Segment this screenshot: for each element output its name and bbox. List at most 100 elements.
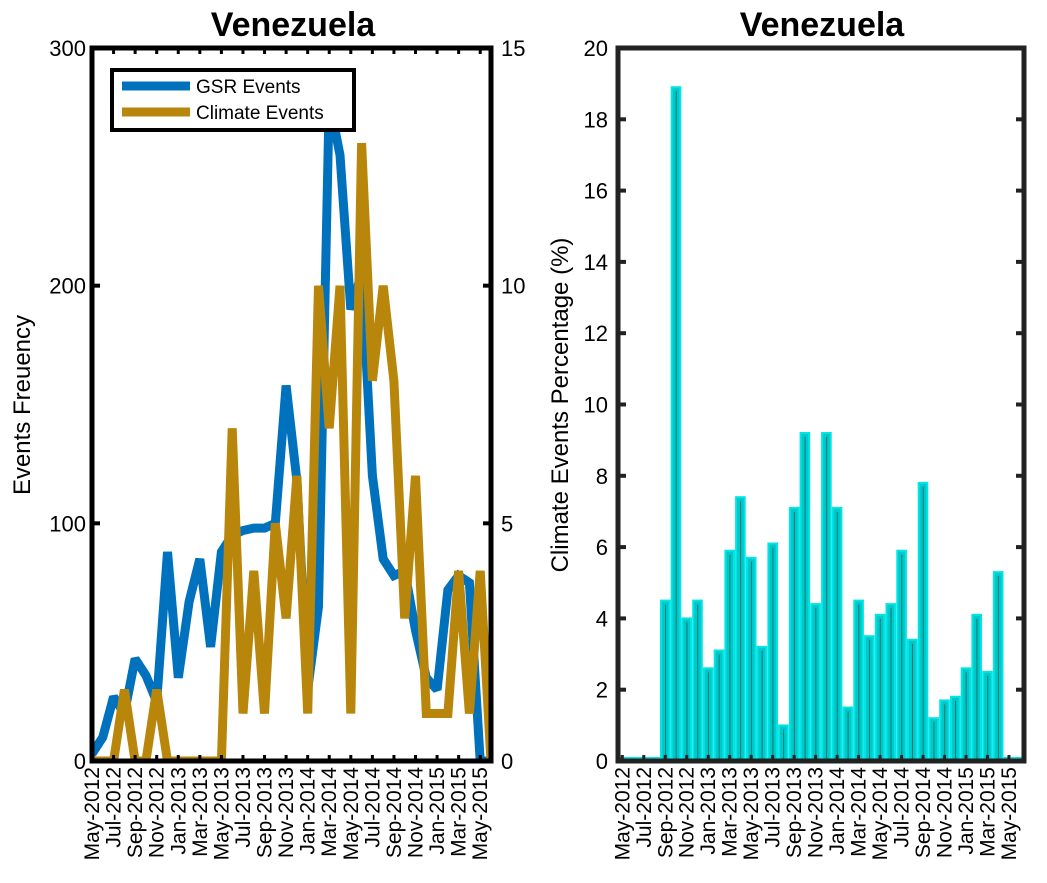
x-tick-label: Mar-2013 bbox=[189, 767, 212, 857]
bar-shade bbox=[965, 672, 967, 761]
bar-shade bbox=[772, 547, 774, 761]
y2-tick-label: 10 bbox=[501, 274, 525, 299]
bar-shade bbox=[847, 711, 849, 761]
left-chart-legend: GSR Events Climate Events bbox=[110, 68, 356, 132]
x-tick-label: Mar-2015 bbox=[448, 767, 471, 857]
bar-shade bbox=[879, 618, 881, 761]
right-chart-plot-area: 02468101214161820May-2012Jul-2012Sep-201… bbox=[584, 36, 1027, 861]
bar-shade bbox=[783, 729, 785, 761]
legend-box bbox=[110, 68, 356, 132]
bar-shade bbox=[826, 437, 828, 761]
x-tick-label: Sep-2014 bbox=[383, 767, 406, 858]
x-tick-label: Nov-2013 bbox=[275, 767, 298, 858]
x-tick-label: Mar-2015 bbox=[976, 767, 999, 857]
y-tick-label: 4 bbox=[596, 606, 608, 631]
x-tick-label: Sep-2013 bbox=[254, 767, 277, 858]
bar-shade bbox=[836, 511, 838, 761]
x-tick-label: Jan-2013 bbox=[697, 767, 720, 855]
bar-shade bbox=[793, 511, 795, 761]
x-tick-label: May-2014 bbox=[869, 767, 892, 861]
x-tick-label: Mar-2014 bbox=[848, 767, 871, 857]
legend-label-climate-events: Climate Events bbox=[196, 103, 324, 124]
y-tick-label: 0 bbox=[596, 749, 608, 774]
x-tick-label: Jan-2015 bbox=[426, 767, 449, 855]
y-tick-label: 300 bbox=[49, 36, 86, 61]
y2-tick-label: 5 bbox=[501, 511, 513, 536]
y-tick-label: 0 bbox=[74, 749, 86, 774]
x-tick-label: May-2015 bbox=[469, 767, 492, 860]
bar-shade bbox=[987, 675, 989, 761]
bar-shade bbox=[997, 576, 999, 761]
x-tick-label: Mar-2014 bbox=[318, 767, 341, 857]
bar-shade bbox=[933, 722, 935, 761]
bar-shade bbox=[686, 622, 688, 761]
x-tick-label: Nov-2012 bbox=[676, 767, 699, 858]
x-tick-label: May-2014 bbox=[340, 767, 363, 861]
x-tick-label: Sep-2014 bbox=[912, 767, 935, 858]
bar-shade bbox=[665, 604, 666, 761]
y-tick-label: 100 bbox=[49, 511, 86, 536]
x-tick-label: May-2012 bbox=[611, 767, 634, 860]
x-tick-label: Sep-2013 bbox=[783, 767, 806, 858]
y-tick-label: 200 bbox=[49, 274, 86, 299]
series-line-climate-events bbox=[92, 142, 491, 761]
x-tick-label: Jan-2014 bbox=[297, 767, 320, 855]
bar-shade bbox=[976, 618, 978, 761]
x-tick-label: Jan-2014 bbox=[826, 767, 849, 855]
x-tick-label: Nov-2014 bbox=[934, 767, 957, 858]
y-tick-label: 8 bbox=[596, 464, 608, 489]
x-tick-label: Jan-2015 bbox=[955, 767, 978, 855]
bar-shade bbox=[697, 604, 699, 761]
x-tick-label: Sep-2012 bbox=[654, 767, 677, 858]
bar-shade bbox=[901, 554, 903, 761]
bar-shade bbox=[858, 604, 860, 761]
x-tick-label: May-2015 bbox=[998, 767, 1021, 860]
x-tick-label: Jul-2012 bbox=[103, 767, 126, 848]
bar-shade bbox=[869, 640, 870, 761]
bar-shade bbox=[804, 437, 806, 761]
bar-shade bbox=[890, 608, 892, 761]
bar-shade bbox=[707, 672, 709, 761]
x-tick-label: Jan-2013 bbox=[167, 767, 190, 855]
y-tick-label: 20 bbox=[584, 36, 608, 61]
left-chart: Venezuela Events Freuency 0 100 200 300 0 5 10… bbox=[9, 6, 525, 860]
bar-shade bbox=[922, 486, 924, 761]
bar-shade bbox=[912, 643, 913, 761]
bar-shade bbox=[718, 654, 720, 761]
y-tick-label: 2 bbox=[596, 678, 608, 703]
left-chart-axes-box bbox=[89, 45, 494, 764]
y-tick-label: 6 bbox=[596, 535, 608, 560]
x-tick-label: May-2013 bbox=[740, 767, 763, 860]
x-tick-label: Jul-2014 bbox=[361, 767, 384, 848]
right-chart-title: Venezuela bbox=[740, 6, 906, 44]
y-tick-label: 16 bbox=[584, 179, 608, 204]
left-chart-plot-area: 0 100 200 300 0 5 10 15 May-2012Jul-2012Sep-2012… bbox=[49, 36, 525, 860]
bar-shade bbox=[750, 561, 752, 761]
x-tick-label: Nov-2012 bbox=[146, 767, 169, 858]
bar-shade bbox=[955, 700, 956, 761]
x-tick-label: Sep-2012 bbox=[124, 767, 147, 858]
x-tick-label: May-2013 bbox=[210, 767, 233, 860]
x-tick-label: Nov-2013 bbox=[805, 767, 828, 858]
series-line-gsr-events bbox=[92, 99, 491, 761]
y-tick-label: 12 bbox=[584, 321, 608, 346]
left-chart-y-axis-label: Events Freuency bbox=[9, 315, 36, 495]
legend-label-gsr-events: GSR Events bbox=[196, 77, 301, 98]
y2-tick-label: 15 bbox=[501, 36, 525, 61]
bar-shade bbox=[761, 650, 763, 761]
y2-tick-label: 0 bbox=[501, 749, 513, 774]
y-tick-label: 14 bbox=[584, 250, 608, 275]
x-tick-label: May-2012 bbox=[81, 767, 104, 860]
y-tick-label: 10 bbox=[584, 393, 608, 418]
left-chart-title: Venezuela bbox=[211, 6, 377, 44]
bar-shade bbox=[729, 554, 731, 761]
x-tick-label: Jul-2013 bbox=[232, 767, 255, 848]
x-tick-label: Jul-2013 bbox=[762, 767, 785, 848]
y-tick-label: 18 bbox=[584, 107, 608, 132]
x-tick-label: Mar-2013 bbox=[719, 767, 742, 857]
bar-shade bbox=[944, 704, 946, 761]
right-chart-y-axis-label: Climate Events Percentage (%) bbox=[547, 238, 574, 573]
bar-shade bbox=[675, 91, 677, 761]
right-chart: Venezuela Climate Events Percentage (%) … bbox=[547, 6, 1027, 861]
